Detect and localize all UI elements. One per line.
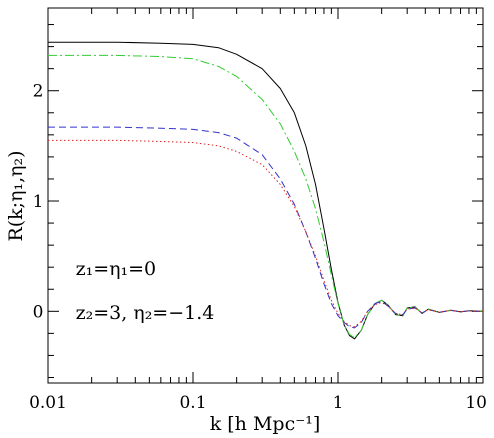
x-tick-label: 10 (465, 393, 487, 413)
series-line-2 (48, 54, 484, 339)
axis-ticks (47, 8, 484, 383)
series-layer (48, 41, 484, 340)
series-line-3 (48, 126, 484, 329)
y-axis-label: R(k;η₁,η₂) (5, 150, 27, 241)
x-tick-label: 0.01 (29, 393, 67, 413)
x-axis-label: k [h Mpc⁻¹] (210, 413, 321, 435)
annotation-z1: z₁=η₁=0 (76, 258, 157, 280)
annotation-z2: z₂=3, η₂=−1.4 (76, 302, 215, 324)
plot-frame (47, 7, 484, 384)
series-line-4 (48, 139, 484, 328)
series-line-1 (48, 41, 484, 340)
axis-tick-labels: 0.01 0.1 1 10 0 1 2 (29, 82, 487, 413)
x-tick-label: 1 (333, 393, 344, 413)
y-tick-label: 1 (33, 192, 44, 212)
x-tick-label: 0.1 (179, 393, 206, 413)
y-tick-label: 2 (33, 82, 44, 102)
y-tick-label: 0 (33, 302, 44, 322)
